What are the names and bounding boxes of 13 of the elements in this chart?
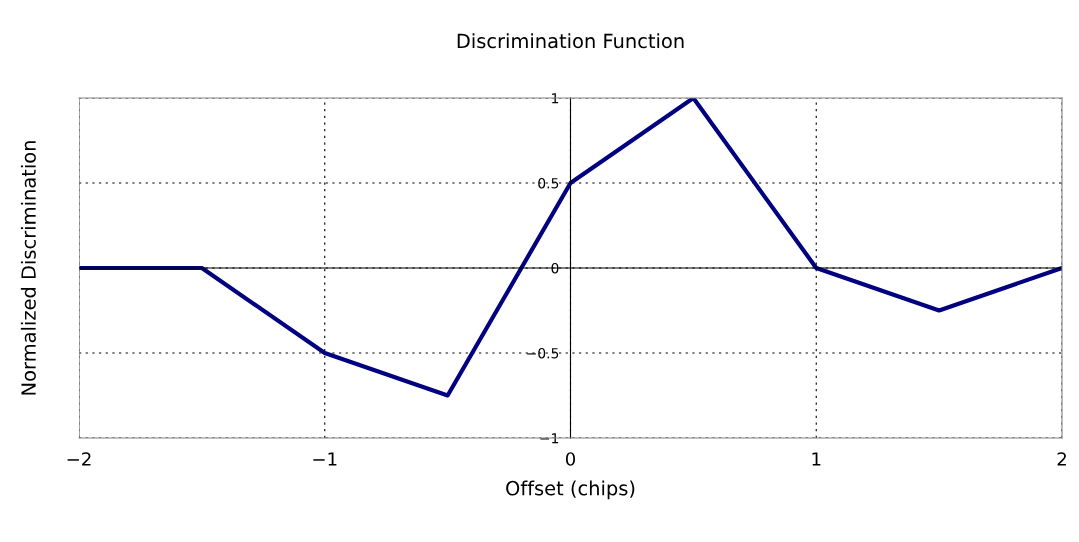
y-tick-label: 0 [551, 262, 559, 274]
x-tick-label: 0 [565, 452, 576, 466]
x-tick-label: 2 [1057, 452, 1066, 466]
x-tick-label: −2 [67, 452, 91, 466]
y-tick-label: 1 [552, 93, 559, 104]
x-axis-title: Offset (chips) [506, 480, 635, 500]
y-tick-label: 0.5 [538, 177, 559, 189]
x-tick-label: 1 [812, 452, 821, 466]
chart-title: Discrimination Function [457, 33, 684, 49]
y-tick-label: −1 [540, 433, 559, 444]
x-tick-label: −1 [313, 452, 337, 466]
y-axis-title: Normalized Discrimination [20, 141, 36, 395]
y-tick-label: −0.5 [527, 347, 559, 359]
